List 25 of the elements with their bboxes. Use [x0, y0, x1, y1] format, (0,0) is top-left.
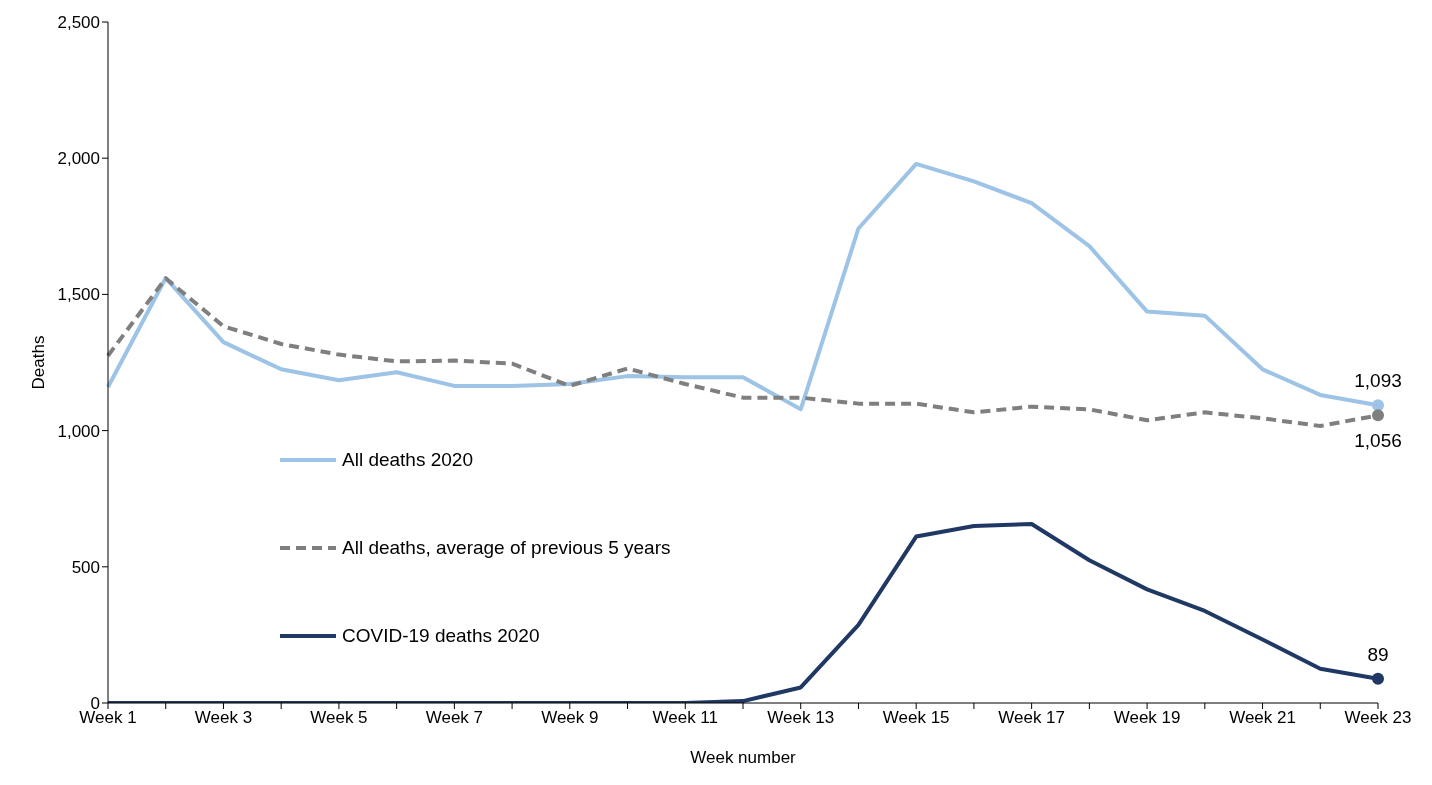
y-tick-label: 1,000	[57, 421, 100, 441]
x-tick-label: Week 21	[1229, 708, 1296, 728]
x-tick-label: Week 9	[541, 708, 599, 728]
x-tick-label: Week 7	[425, 708, 484, 728]
x-tick-label: Week 5	[310, 708, 368, 728]
x-tick-label: Week 17	[998, 708, 1066, 728]
y-tick-label: 500	[71, 557, 100, 577]
x-axis-title: Week number	[690, 748, 797, 767]
y-tick-label: 2,000	[57, 149, 100, 169]
x-tick-label: Week 19	[1113, 708, 1181, 728]
legend-label: All deaths, average of previous 5 years	[342, 537, 671, 559]
data-label: 89	[1367, 643, 1389, 665]
legend-label: COVID-19 deaths 2020	[342, 625, 540, 647]
y-axis-title: Deaths	[29, 335, 49, 390]
data-label: 1,056	[1354, 430, 1402, 452]
data-label: 1,093	[1354, 370, 1402, 392]
x-tick-label: Week 23	[1344, 708, 1412, 728]
x-tick-label: Week 15	[882, 708, 950, 728]
x-tick-label: Week 11	[652, 708, 719, 728]
legend-label: All deaths 2020	[342, 449, 473, 471]
y-tick-label: 1,500	[57, 285, 100, 305]
y-tick-label: 2,500	[57, 13, 100, 33]
x-tick-label: Week 13	[767, 708, 835, 728]
x-tick-label: Week 1	[79, 708, 137, 728]
x-tick-label: Week 3	[194, 708, 253, 728]
